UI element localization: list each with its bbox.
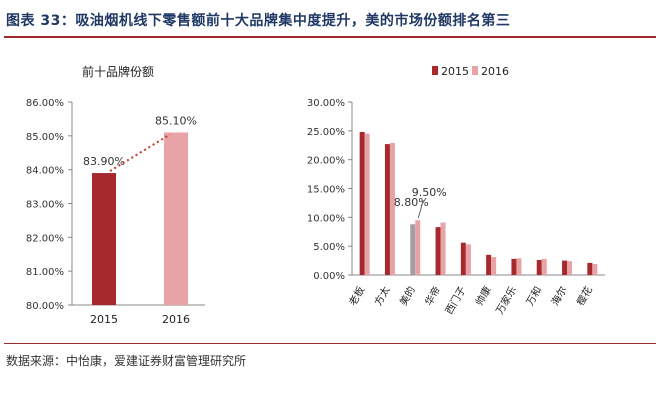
bar-2015 xyxy=(92,173,116,305)
bar-海尔-2016 xyxy=(567,261,573,275)
y-tick-label: 15.00% xyxy=(307,185,345,196)
legend-swatch-2016 xyxy=(472,66,478,75)
y-tick-label: 85.00% xyxy=(26,132,64,143)
y-tick-label: 10.00% xyxy=(307,213,345,224)
y-tick-label: 20.00% xyxy=(307,156,345,167)
bar-万家乐-2015 xyxy=(511,258,517,275)
bar-华帝-2016 xyxy=(440,222,446,275)
y-tick-label: 84.00% xyxy=(26,166,64,177)
bar-樱花-2016 xyxy=(592,264,598,275)
bar-2016 xyxy=(164,132,188,305)
y-tick-label: 30.00% xyxy=(307,98,345,109)
x-tick-label: 万家乐 xyxy=(493,284,519,316)
data-label-2015: 83.90% xyxy=(83,155,125,168)
bar-美的-2015 xyxy=(410,224,416,275)
data-label-2015: 8.80% xyxy=(394,196,429,209)
x-tick-label: 方太 xyxy=(371,284,392,308)
y-tick-label: 86.00% xyxy=(26,98,64,109)
y-tick-label: 0.00% xyxy=(313,271,345,282)
bar-西门子-2016 xyxy=(465,244,471,275)
data-label-2016: 9.50% xyxy=(412,186,447,199)
x-tick-label: 樱花 xyxy=(574,284,595,308)
bar-方太-2016 xyxy=(389,142,395,275)
bar-方太-2015 xyxy=(384,144,390,275)
chart-title: 前十品牌份额 xyxy=(82,64,154,79)
y-tick-label: 80.00% xyxy=(26,301,64,312)
x-tick-label: 华帝 xyxy=(422,284,443,308)
x-tick-label: 老板 xyxy=(346,284,367,308)
bar-老板-2016 xyxy=(364,133,370,275)
y-tick-label: 25.00% xyxy=(307,127,345,138)
bar-海尔-2015 xyxy=(562,260,568,275)
bar-西门子-2015 xyxy=(460,242,466,275)
title-rule xyxy=(4,36,656,38)
bar-樱花-2015 xyxy=(587,262,593,275)
bar-华帝-2015 xyxy=(435,227,441,275)
x-tick-label: 万和 xyxy=(524,285,544,308)
legend-swatch-2015 xyxy=(432,66,438,75)
bar-万和-2016 xyxy=(541,258,547,275)
data-label-2016: 85.10% xyxy=(155,114,197,127)
y-tick-label: 81.00% xyxy=(26,267,64,278)
x-tick-label: 西门子 xyxy=(442,284,468,316)
bar-万和-2015 xyxy=(536,260,542,275)
y-tick-label: 83.00% xyxy=(26,200,64,211)
figure-title: 图表 33：吸油烟机线下零售额前十大品牌集中度提升，美的市场份额排名第三 xyxy=(6,13,511,29)
bar-万家乐-2016 xyxy=(516,258,522,275)
header: 图表 33：吸油烟机线下零售额前十大品牌集中度提升，美的市场份额排名第三 xyxy=(0,0,660,38)
y-tick-label: 82.00% xyxy=(26,233,64,244)
x-tick-label: 美的 xyxy=(397,284,418,308)
bar-帅康-2015 xyxy=(486,254,492,275)
bar-美的-2016 xyxy=(415,220,421,275)
legend-label-2015: 2015 xyxy=(441,65,469,78)
chart-top10-share: 前十品牌份额 80.00% 81.00% 82.00% 83.00% 84.00% 85.0… xyxy=(26,64,205,326)
trend-line xyxy=(109,133,171,172)
y-tick-label: 5.00% xyxy=(313,242,345,253)
bar-帅康-2016 xyxy=(491,257,497,275)
chart-brand-share: 2015 2016 0.00% 5.00% 10.00% 15.00% 20.00% 25.0… xyxy=(307,65,605,316)
x-tick-label: 帅康 xyxy=(472,284,493,308)
x-tick-label: 2015 xyxy=(90,313,118,326)
x-tick-label: 2016 xyxy=(162,313,190,326)
legend-label-2016: 2016 xyxy=(481,65,509,78)
data-label-leader xyxy=(417,200,424,219)
source-rule xyxy=(4,343,656,344)
bar-老板-2015 xyxy=(359,131,365,275)
x-tick-label: 海尔 xyxy=(548,284,569,308)
source-note: 数据来源：中怡康，爱建证券财富管理研究所 xyxy=(6,354,247,368)
